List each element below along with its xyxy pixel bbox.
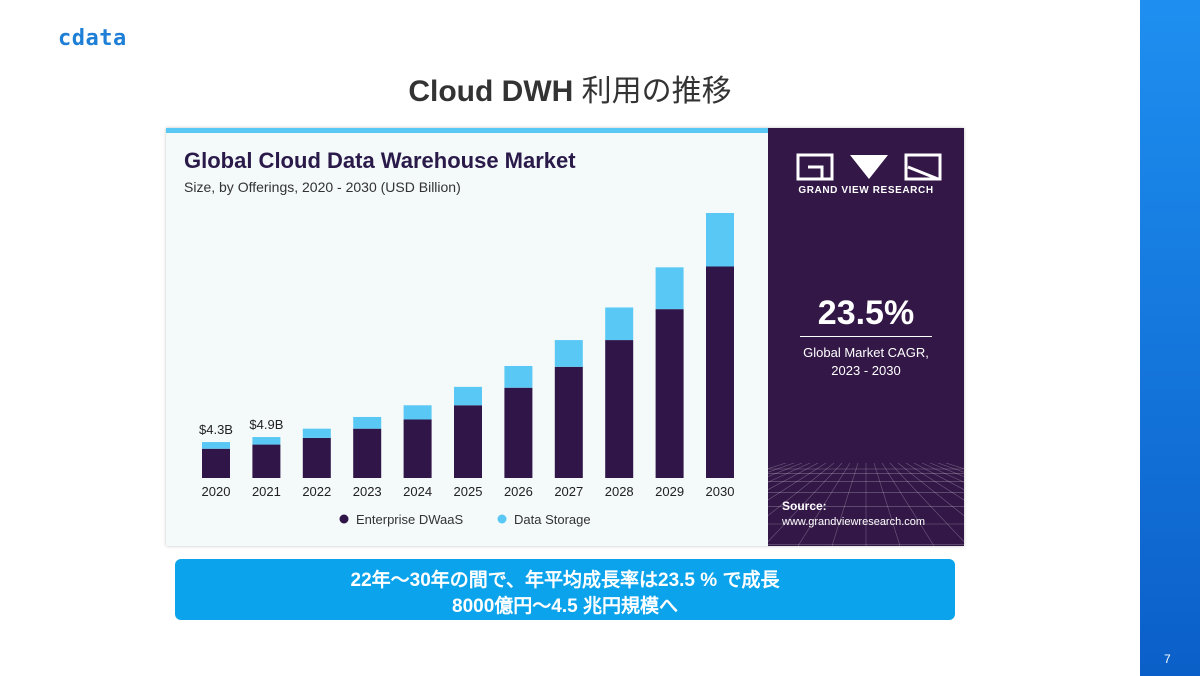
bar-data-storage-2021: [252, 437, 281, 445]
bar-enterprise-dwaas-2020: [202, 448, 230, 478]
slide-title-en: Cloud DWH: [408, 75, 574, 108]
grid-floor-line: [889, 463, 964, 543]
grid-floor-line: [768, 463, 827, 501]
bar-enterprise-dwaas-2022: [302, 437, 331, 478]
chart-area: Global Cloud Data Warehouse Market Size,…: [166, 128, 768, 546]
x-tick-2029: 2029: [655, 484, 684, 499]
bar-enterprise-dwaas-2027: [554, 366, 583, 478]
x-tick-2030: 2030: [706, 484, 735, 499]
bar-data-storage-2024: [403, 405, 432, 420]
cagr-label-line-1: Global Market CAGR,: [803, 345, 929, 360]
bar-enterprise-dwaas-2028: [605, 340, 634, 478]
grand-view-research-name: GRAND VIEW RESEARCH: [798, 185, 934, 196]
data-label-2020: $4.3B: [199, 422, 233, 437]
bar-enterprise-dwaas-2023: [353, 428, 382, 478]
summary-line-1: 22年～30年の間で、年平均成長率は23.5 % で成長: [350, 570, 780, 591]
grid-floor-line: [937, 463, 964, 473]
bar-data-storage-2027: [554, 340, 583, 367]
right-sidebar: [1140, 0, 1200, 676]
data-label-2021: $4.9B: [249, 417, 283, 432]
grid-floor-decoration: [768, 463, 964, 546]
bar-enterprise-dwaas-2030: [706, 266, 734, 478]
bar-data-storage-2028: [605, 307, 634, 341]
slide-title: Cloud DWH 利用の推移: [0, 66, 1140, 110]
grid-floor-line: [913, 463, 964, 490]
bar-enterprise-dwaas-2026: [504, 387, 533, 478]
x-tick-2021: 2021: [252, 484, 281, 499]
bar-chart: 2020 2021 2022 2023 2024 2025 2026 2027 2028 2029…: [199, 213, 735, 527]
grid-floor-line: [768, 463, 819, 490]
bar-data-storage-2022: [302, 428, 331, 438]
grid-floor-line: [897, 463, 964, 517]
slide-title-ja: 利用の推移: [573, 75, 732, 108]
bar-data-storage-2030: [706, 213, 734, 267]
grid-floor-line: [905, 463, 964, 501]
legend-label-data-storage: Data Storage: [514, 512, 591, 527]
summary-line-2: 8000億円～4.5 兆円規模へ: [452, 596, 678, 617]
cagr-label-line-2: 2023 - 2030: [831, 363, 901, 378]
grid-floor-line: [929, 463, 964, 477]
grid-floor-line: [831, 463, 859, 546]
legend-label-enterprise-dwaas: Enterprise DWaaS: [356, 512, 463, 527]
legend-marker-data-storage: [497, 514, 507, 524]
bar-enterprise-dwaas-2024: [403, 419, 432, 478]
grid-floor-line: [797, 463, 851, 546]
x-tick-2027: 2027: [554, 484, 583, 499]
bar-data-storage-2025: [454, 386, 482, 406]
bar-data-storage-2020: [202, 442, 230, 449]
grid-floor-line: [881, 463, 935, 546]
x-tick-2023: 2023: [353, 484, 382, 499]
cagr-divider: [800, 336, 932, 337]
summary-box: 22年～30年の間で、年平均成長率は23.5 % で成長 8000億円～4.5 …: [175, 559, 955, 620]
grid-floor-line: [768, 463, 843, 543]
source-label: Source:: [782, 499, 827, 513]
x-tick-2026: 2026: [504, 484, 533, 499]
x-tick-2028: 2028: [605, 484, 634, 499]
cagr-label: Global Market CAGR, 2023 - 2030: [768, 344, 964, 380]
legend-marker-enterprise-dwaas: [339, 514, 349, 524]
source-url: www.grandviewresearch.com: [782, 516, 926, 528]
research-panel: GRAND VIEW RESEARCH 23.5% Global Market …: [768, 128, 964, 546]
grid-floor-line: [921, 463, 964, 483]
bar-data-storage-2023: [353, 416, 382, 429]
cagr-value: 23.5%: [817, 294, 915, 332]
chart-title: Global Cloud Data Warehouse Market: [184, 148, 576, 173]
grand-view-research-logo-icon: [796, 153, 942, 181]
x-tick-2025: 2025: [454, 484, 483, 499]
bar-enterprise-dwaas-2025: [454, 405, 482, 478]
bar-data-storage-2029: [655, 267, 684, 310]
chart-card: Global Cloud Data Warehouse Market Size,…: [166, 128, 964, 546]
grid-floor-line: [768, 463, 811, 483]
page-number: 7: [1164, 652, 1171, 666]
grid-floor-line: [873, 463, 901, 546]
x-tick-2024: 2024: [403, 484, 432, 499]
bar-enterprise-dwaas-2021: [252, 444, 281, 478]
grid-floor-line: [768, 463, 835, 517]
bar-enterprise-dwaas-2029: [655, 309, 684, 478]
x-tick-2020: 2020: [202, 484, 231, 499]
x-tick-2022: 2022: [302, 484, 331, 499]
cdata-logo: cdata: [58, 26, 127, 51]
bar-data-storage-2026: [504, 365, 533, 388]
chart-subtitle: Size, by Offerings, 2020 - 2030 (USD Bil…: [184, 179, 461, 195]
top-stripe: [166, 128, 768, 133]
